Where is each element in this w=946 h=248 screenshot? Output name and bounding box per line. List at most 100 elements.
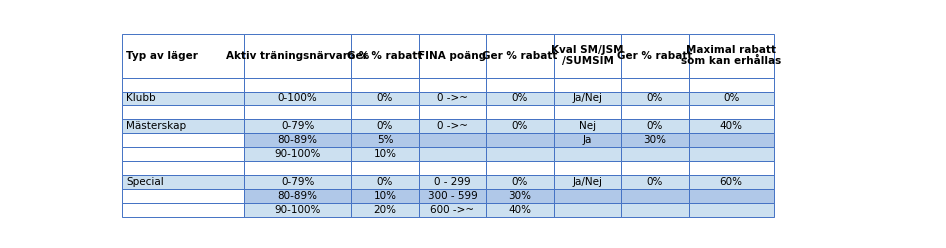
Text: FINA poäng: FINA poäng xyxy=(418,51,486,61)
Bar xyxy=(689,78,774,92)
Bar xyxy=(122,175,244,189)
Text: Klubb: Klubb xyxy=(127,93,156,103)
Bar xyxy=(244,189,351,203)
Bar xyxy=(419,78,486,92)
Text: 20%: 20% xyxy=(374,205,396,215)
Bar xyxy=(122,161,244,175)
Bar xyxy=(244,92,351,105)
Text: 40%: 40% xyxy=(720,121,743,131)
Bar xyxy=(486,119,553,133)
Bar xyxy=(419,119,486,133)
Text: 0%: 0% xyxy=(512,177,528,187)
Bar xyxy=(419,161,486,175)
Text: 0%: 0% xyxy=(377,93,394,103)
Bar xyxy=(689,105,774,119)
Bar xyxy=(622,189,689,203)
Bar xyxy=(622,203,689,217)
Bar xyxy=(244,147,351,161)
Bar xyxy=(689,161,774,175)
Bar xyxy=(122,147,244,161)
Text: 90-100%: 90-100% xyxy=(274,149,321,159)
Bar xyxy=(486,92,553,105)
Bar xyxy=(351,203,419,217)
Bar xyxy=(689,189,774,203)
Bar xyxy=(244,175,351,189)
Bar xyxy=(419,133,486,147)
Bar xyxy=(244,105,351,119)
Bar xyxy=(689,33,774,78)
Bar xyxy=(419,147,486,161)
Text: 0 ->~: 0 ->~ xyxy=(437,93,468,103)
Text: Ja/Nej: Ja/Nej xyxy=(572,177,603,187)
Bar xyxy=(553,189,622,203)
Text: 0%: 0% xyxy=(647,121,663,131)
Text: 0%: 0% xyxy=(377,177,394,187)
Text: Maximal rabatt
som kan erhållas: Maximal rabatt som kan erhållas xyxy=(681,45,781,66)
Text: Ja/Nej: Ja/Nej xyxy=(572,93,603,103)
Text: 80-89%: 80-89% xyxy=(277,191,318,201)
Text: Ger % rabatt: Ger % rabatt xyxy=(347,51,423,61)
Bar xyxy=(122,92,244,105)
Text: 30%: 30% xyxy=(643,135,667,145)
Text: 5%: 5% xyxy=(377,135,394,145)
Bar xyxy=(622,161,689,175)
Bar xyxy=(553,161,622,175)
Bar xyxy=(486,78,553,92)
Text: Mästerskap: Mästerskap xyxy=(127,121,186,131)
Bar xyxy=(122,203,244,217)
Bar xyxy=(244,203,351,217)
Bar xyxy=(486,133,553,147)
Bar xyxy=(553,33,622,78)
Bar xyxy=(486,175,553,189)
Bar xyxy=(689,203,774,217)
Text: 10%: 10% xyxy=(374,149,396,159)
Bar xyxy=(622,78,689,92)
Text: 40%: 40% xyxy=(509,205,532,215)
Text: 80-89%: 80-89% xyxy=(277,135,318,145)
Bar xyxy=(351,92,419,105)
Text: 30%: 30% xyxy=(509,191,532,201)
Bar xyxy=(351,105,419,119)
Bar xyxy=(689,92,774,105)
Bar xyxy=(351,189,419,203)
Bar xyxy=(486,33,553,78)
Bar xyxy=(486,161,553,175)
Text: 0 ->~: 0 ->~ xyxy=(437,121,468,131)
Text: 300 - 599: 300 - 599 xyxy=(428,191,478,201)
Bar xyxy=(689,119,774,133)
Bar xyxy=(622,119,689,133)
Bar xyxy=(622,92,689,105)
Bar xyxy=(419,203,486,217)
Bar xyxy=(122,78,244,92)
Text: 10%: 10% xyxy=(374,191,396,201)
Text: 0-100%: 0-100% xyxy=(278,93,318,103)
Bar xyxy=(122,33,244,78)
Bar xyxy=(553,92,622,105)
Text: 0-79%: 0-79% xyxy=(281,177,314,187)
Text: 0%: 0% xyxy=(647,93,663,103)
Text: 0%: 0% xyxy=(723,93,740,103)
Bar xyxy=(689,133,774,147)
Bar xyxy=(419,189,486,203)
Text: 90-100%: 90-100% xyxy=(274,205,321,215)
Bar xyxy=(622,33,689,78)
Bar xyxy=(244,133,351,147)
Text: 0%: 0% xyxy=(512,121,528,131)
Bar xyxy=(622,105,689,119)
Text: 0-79%: 0-79% xyxy=(281,121,314,131)
Bar xyxy=(486,147,553,161)
Text: 0%: 0% xyxy=(647,177,663,187)
Bar xyxy=(486,105,553,119)
Bar xyxy=(351,119,419,133)
Bar xyxy=(244,161,351,175)
Bar xyxy=(622,175,689,189)
Text: 0%: 0% xyxy=(512,93,528,103)
Text: Typ av läger: Typ av läger xyxy=(127,51,199,61)
Text: Ja: Ja xyxy=(583,135,592,145)
Text: Aktiv träningsnärvaro %: Aktiv träningsnärvaro % xyxy=(226,51,369,61)
Bar xyxy=(553,78,622,92)
Bar xyxy=(553,133,622,147)
Bar xyxy=(689,175,774,189)
Bar xyxy=(553,147,622,161)
Text: 600 ->~: 600 ->~ xyxy=(430,205,475,215)
